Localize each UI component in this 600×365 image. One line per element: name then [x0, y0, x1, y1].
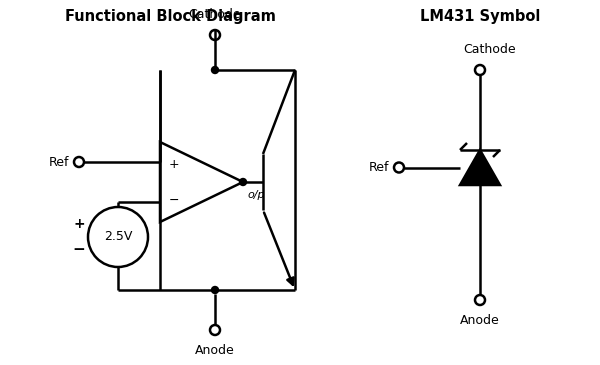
Text: 2.5V: 2.5V: [104, 231, 132, 243]
Text: −: −: [73, 242, 85, 257]
Text: −: −: [169, 193, 179, 207]
Text: Functional Block Diagram: Functional Block Diagram: [65, 9, 275, 24]
Text: Anode: Anode: [460, 314, 500, 327]
Text: Ref: Ref: [49, 155, 69, 169]
Text: Ref: Ref: [368, 161, 389, 174]
Circle shape: [239, 178, 247, 185]
Text: +: +: [169, 158, 179, 170]
Text: LM431 Symbol: LM431 Symbol: [420, 9, 540, 24]
Polygon shape: [460, 150, 500, 185]
Circle shape: [212, 66, 218, 73]
Text: Anode: Anode: [195, 344, 235, 357]
Text: Cathode: Cathode: [188, 8, 241, 21]
Text: +: +: [73, 217, 85, 231]
Text: Cathode: Cathode: [464, 43, 517, 56]
Text: o/p: o/p: [247, 190, 265, 200]
Circle shape: [212, 287, 218, 293]
